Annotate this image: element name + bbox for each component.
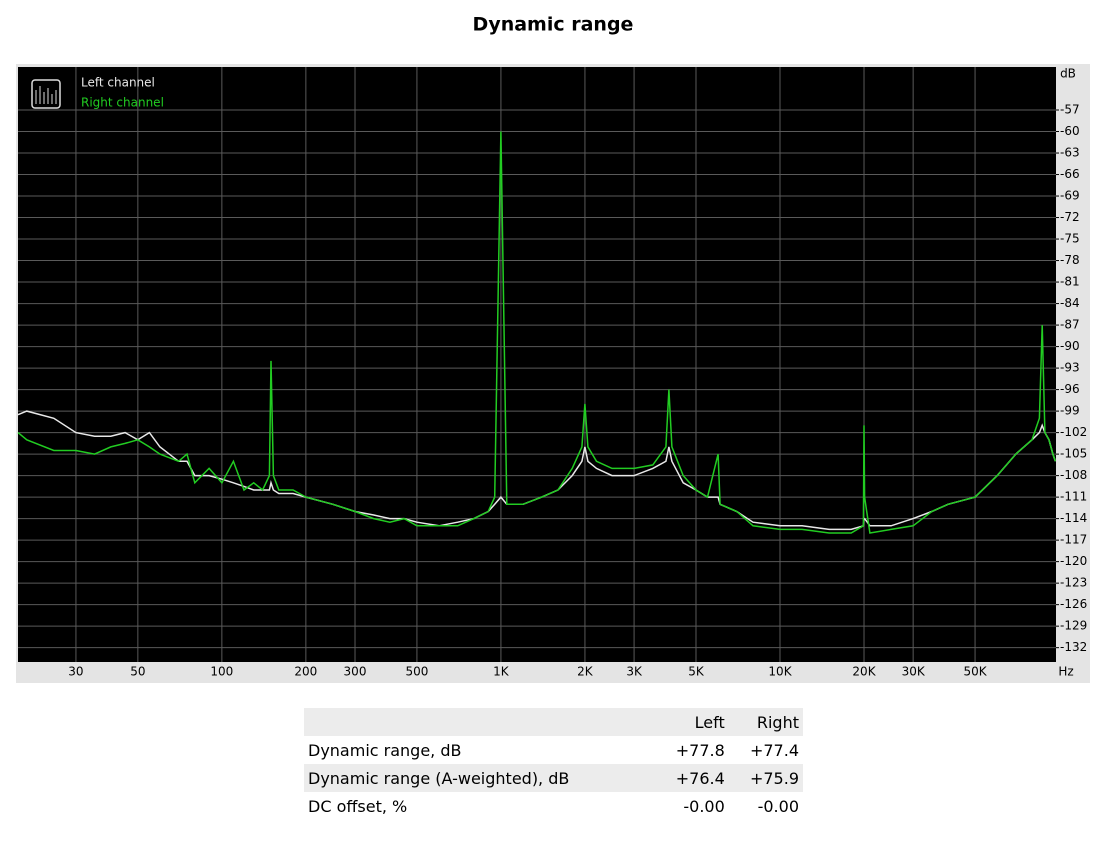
y-tick-label: -93 — [1060, 361, 1080, 375]
table-cell — [304, 708, 655, 736]
y-tick-label: -114 — [1060, 511, 1087, 525]
table-row: Dynamic range, dB +77.8 +77.4 — [304, 736, 803, 764]
legend-label: Right channel — [81, 96, 164, 110]
y-tick-label: -75 — [1060, 232, 1080, 246]
table-cell: Dynamic range, dB — [308, 740, 462, 760]
y-tick-label: -96 — [1060, 382, 1080, 396]
table-cell: +77.4 — [749, 740, 799, 760]
x-tick-label: 30 — [68, 665, 83, 679]
y-tick-label: -69 — [1060, 189, 1080, 203]
x-tick-label: 300 — [344, 665, 367, 679]
table-cell: Left — [694, 712, 725, 732]
x-tick-label: 1K — [493, 665, 510, 679]
x-tick-label: 50 — [130, 665, 145, 679]
chart: Dynamic range dB Hz -57 -60 -63 -66 -69 -72 -7… — [16, 14, 1090, 683]
legend-icon — [31, 79, 61, 109]
y-tick-label: -123 — [1060, 576, 1087, 590]
table-cell: -0.00 — [757, 796, 799, 816]
table-cell: DC offset, % — [308, 796, 408, 816]
y-tick-label: -87 — [1060, 318, 1080, 332]
y-tick-label: -90 — [1060, 339, 1080, 353]
legend-label: Left channel — [81, 76, 155, 90]
table-row: DC offset, % -0.00 -0.00 — [304, 792, 803, 820]
table-cell: +77.8 — [675, 740, 725, 760]
table-cell: Dynamic range (A-weighted), dB — [308, 768, 570, 788]
y-tick-label: -126 — [1060, 597, 1087, 611]
x-tick-label: 2K — [577, 665, 594, 679]
table-cell: -0.00 — [683, 796, 725, 816]
y-tick-label: -66 — [1060, 167, 1080, 181]
y-tick-label: -99 — [1060, 404, 1080, 418]
y-tick-label: -111 — [1060, 490, 1087, 504]
x-tick-label: 30K — [902, 665, 926, 679]
y-tick-label: -84 — [1060, 296, 1080, 310]
y-tick-label: -120 — [1060, 554, 1087, 568]
series-line — [17, 131, 1057, 534]
table-cell: Right — [756, 712, 799, 732]
y-tick-label: -129 — [1060, 619, 1087, 633]
y-tick-label: -81 — [1060, 275, 1080, 289]
y-tick-label: -57 — [1060, 103, 1080, 117]
y-tick-label: -132 — [1060, 640, 1087, 654]
plot-area — [18, 67, 1056, 662]
x-tick-label: 5K — [688, 665, 705, 679]
table-cell: +75.9 — [749, 768, 799, 788]
y-tick-label: -72 — [1060, 210, 1080, 224]
y-axis-label: dB — [1060, 67, 1076, 81]
x-tick-label: 500 — [405, 665, 428, 679]
y-tick-label: -105 — [1060, 447, 1087, 461]
y-tick-label: -117 — [1060, 533, 1087, 547]
y-tick-label: -108 — [1060, 468, 1087, 482]
table-cell: +76.4 — [675, 768, 725, 788]
x-tick-label: 200 — [294, 665, 317, 679]
y-tick-label: -63 — [1060, 146, 1080, 160]
x-axis-label: Hz — [1058, 665, 1073, 679]
y-tick-label: -78 — [1060, 253, 1080, 267]
y-tick-label: -60 — [1060, 124, 1080, 138]
x-tick-label: 10K — [768, 665, 792, 679]
table-header: Left Right — [304, 708, 803, 736]
y-tick-label: -102 — [1060, 425, 1087, 439]
results-table: Left Right Dynamic range, dB +77.8 +77.4 Dyna… — [304, 708, 803, 820]
x-tick-label: 50K — [963, 665, 987, 679]
x-tick-label: 100 — [210, 665, 233, 679]
x-tick-label: 20K — [852, 665, 876, 679]
chart-title: Dynamic range — [473, 14, 634, 36]
x-tick-label: 3K — [626, 665, 643, 679]
table-row: Dynamic range (A-weighted), dB +76.4 +75.9 — [304, 764, 803, 792]
